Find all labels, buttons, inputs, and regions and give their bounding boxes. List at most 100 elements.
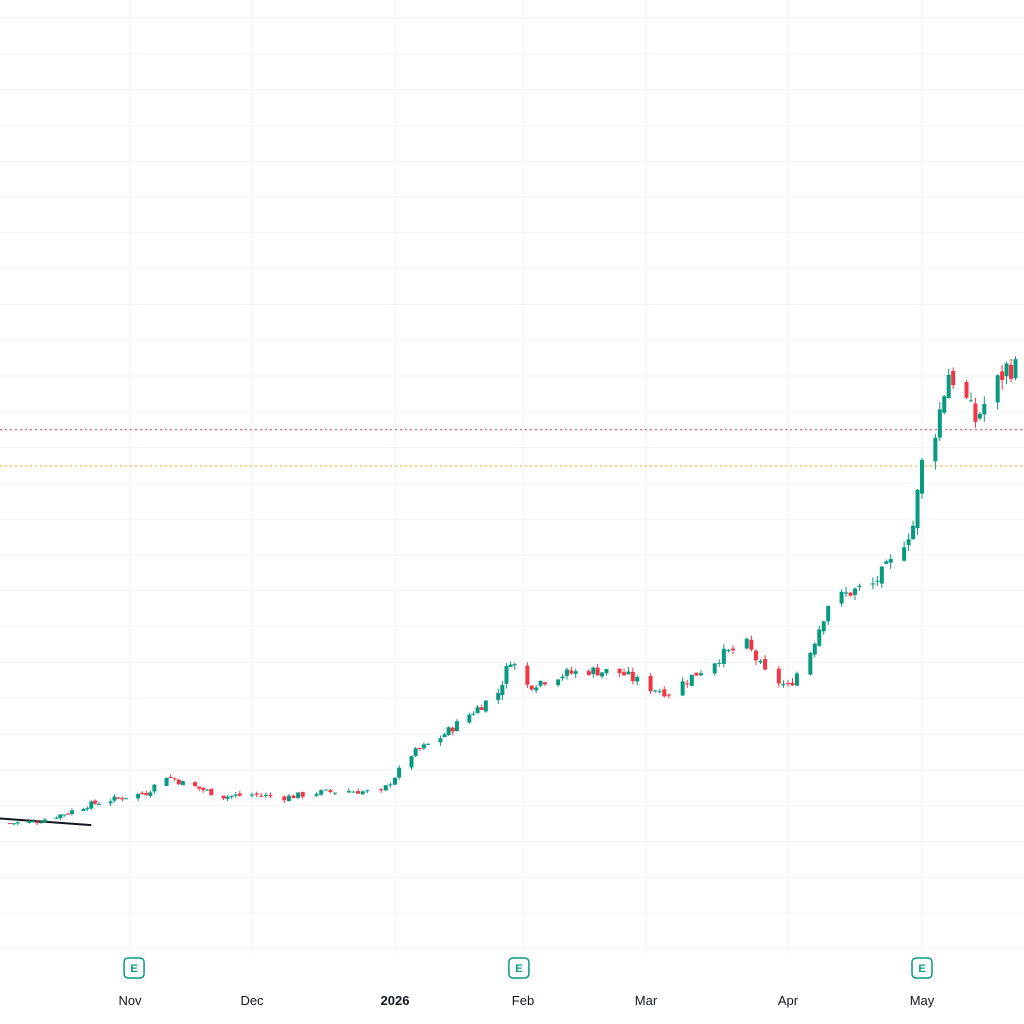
candle-body xyxy=(323,789,328,791)
candle xyxy=(42,817,47,823)
candle xyxy=(323,789,328,791)
price-level-lines xyxy=(0,429,1024,467)
candle-body xyxy=(525,665,530,685)
candle xyxy=(630,667,635,685)
candle xyxy=(450,726,455,736)
candle xyxy=(112,794,117,803)
candle-body xyxy=(982,404,987,415)
candle-body xyxy=(946,374,951,399)
candle xyxy=(319,789,324,796)
candle xyxy=(201,787,206,793)
candle-body xyxy=(839,591,844,604)
candle-body xyxy=(450,727,455,732)
candle xyxy=(397,765,402,780)
candle-body xyxy=(413,748,418,756)
candle xyxy=(853,587,857,600)
candle-body xyxy=(786,683,790,685)
candle-body xyxy=(140,792,145,794)
candle-body xyxy=(259,795,264,797)
candle xyxy=(839,589,844,607)
candle xyxy=(108,799,113,806)
candle xyxy=(635,675,640,686)
candle xyxy=(475,705,480,714)
earnings-marker[interactable]: E xyxy=(508,957,530,979)
candle-body xyxy=(11,823,16,825)
candle-body xyxy=(467,714,472,723)
candle xyxy=(286,793,291,802)
candle xyxy=(712,662,717,676)
candle xyxy=(383,784,388,791)
earnings-marker[interactable]: E xyxy=(123,957,145,979)
candle-body xyxy=(268,794,273,797)
candle-body xyxy=(648,675,653,692)
candle-body xyxy=(870,583,875,585)
candle-body xyxy=(62,814,67,816)
candle xyxy=(360,790,365,795)
candle-body xyxy=(365,790,370,792)
candle-body xyxy=(790,682,795,686)
candle-body xyxy=(888,558,893,563)
candle-body xyxy=(937,409,942,438)
candle-body xyxy=(933,437,938,462)
candle xyxy=(731,645,736,655)
candle-body xyxy=(300,792,305,797)
candle xyxy=(951,367,956,390)
candle xyxy=(442,732,447,738)
candle-body xyxy=(721,648,726,664)
candle xyxy=(426,743,431,746)
candle-body xyxy=(731,648,736,651)
candle-body xyxy=(351,791,356,793)
candle-body xyxy=(586,671,591,675)
candle-body xyxy=(680,681,685,696)
candle xyxy=(58,814,63,820)
candle xyxy=(749,635,754,652)
candle xyxy=(781,680,786,688)
candle-body xyxy=(749,639,754,650)
candle-body xyxy=(172,778,177,780)
candle-body xyxy=(108,801,113,804)
candle-body xyxy=(857,585,862,587)
candle-body xyxy=(694,672,699,676)
candle-body xyxy=(205,789,210,791)
candle xyxy=(168,774,173,778)
candle-body xyxy=(112,796,117,801)
candle-body xyxy=(763,658,768,670)
candle xyxy=(172,777,177,781)
candle-body xyxy=(319,790,324,795)
candle xyxy=(164,777,169,787)
candle-body xyxy=(689,674,694,686)
candle xyxy=(263,792,268,799)
horizontal-gridlines xyxy=(0,17,1024,950)
candle-body xyxy=(197,786,202,789)
earnings-marker[interactable]: E xyxy=(911,957,933,979)
candle xyxy=(229,795,234,800)
candle xyxy=(254,791,259,798)
candle xyxy=(268,792,273,799)
earnings-label: E xyxy=(515,963,522,975)
candle-body xyxy=(884,561,889,564)
candle-body xyxy=(542,682,547,685)
candle xyxy=(753,649,758,666)
candle xyxy=(291,794,296,799)
earnings-badge xyxy=(123,957,145,979)
candle-body xyxy=(438,738,443,743)
candle-body xyxy=(471,713,476,715)
candle xyxy=(15,821,20,826)
candle-body xyxy=(38,822,43,824)
candle-body xyxy=(89,801,94,809)
x-tick-label: Nov xyxy=(118,993,142,1008)
candle xyxy=(66,812,71,815)
candle-body xyxy=(529,685,534,690)
candle xyxy=(479,705,484,710)
candle xyxy=(617,668,622,677)
candle xyxy=(968,392,973,402)
candle-body xyxy=(560,676,565,679)
candle xyxy=(438,735,443,746)
candle-body xyxy=(826,605,831,622)
candle-body xyxy=(27,821,32,824)
candle-body xyxy=(388,784,393,786)
candle xyxy=(237,791,242,797)
candle xyxy=(328,788,333,794)
